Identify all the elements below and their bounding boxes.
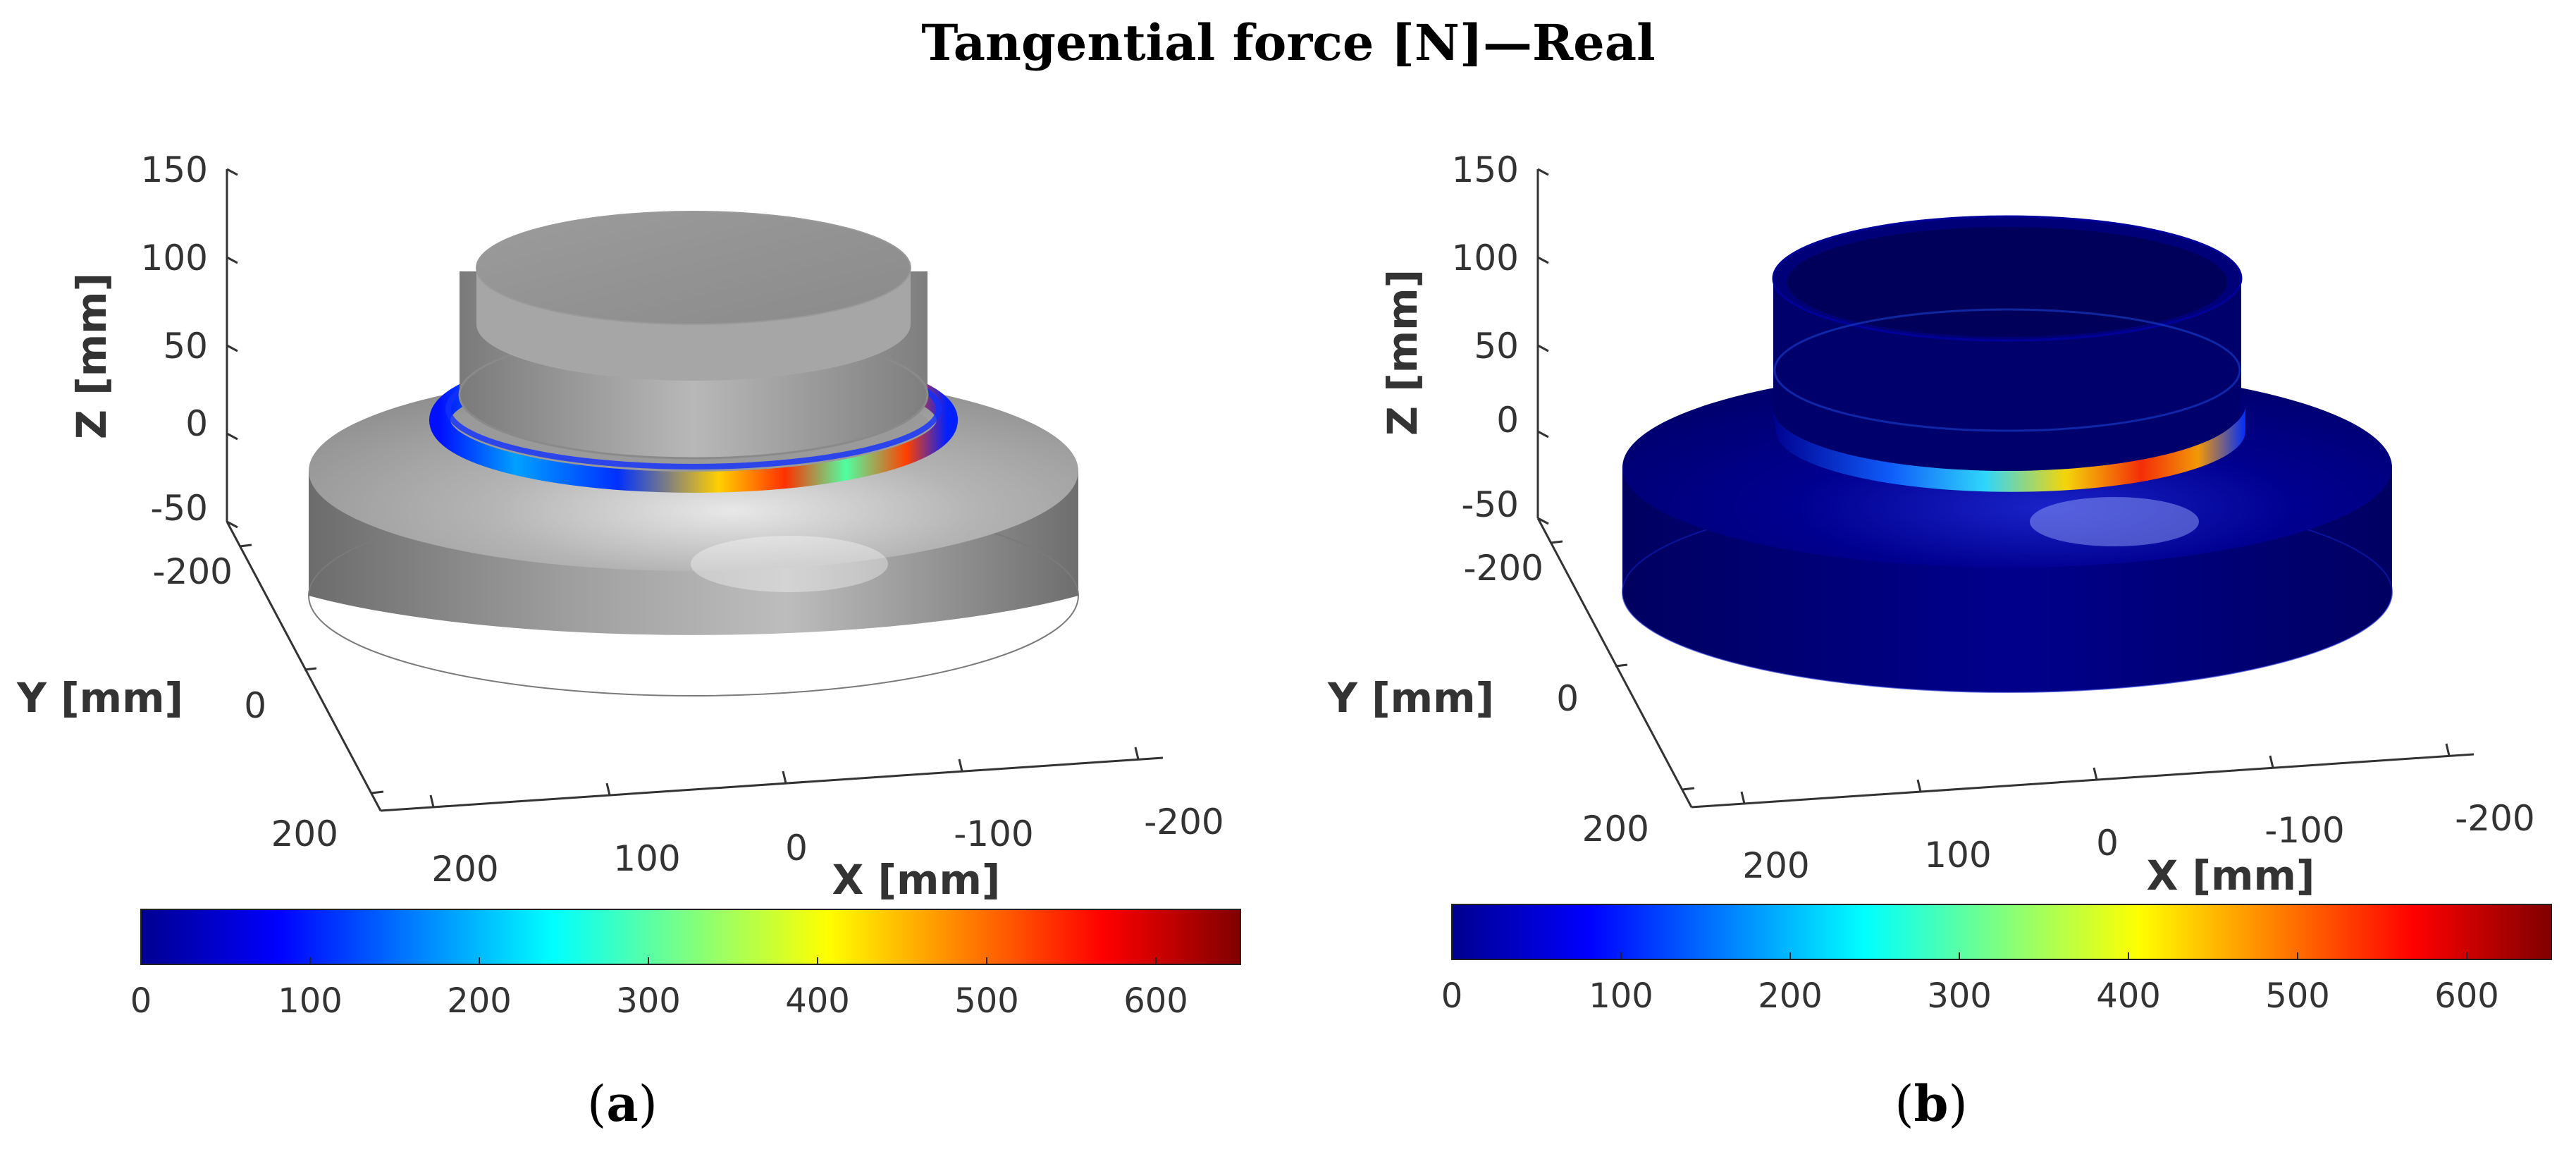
y-tick-label: -200 [1464,548,1543,589]
surface-b [1622,215,2393,693]
colorbar-tick-label: 300 [616,981,681,1021]
colorbar-tick-label: 100 [278,981,343,1021]
z-tick-label: 50 [1474,326,1519,367]
panel-b: 150 100 50 0 -50 -200 0 200 200 100 0 -1… [1327,149,2552,1133]
y-tick-mark [239,544,252,548]
z-tick-mark [226,520,238,529]
x-tick-label: 0 [2096,823,2119,864]
x-tick-mark [2269,755,2274,768]
x-tick-mark [782,771,787,784]
surface-a [308,211,1079,696]
z-tick-mark [1537,517,1549,525]
z-tick-label: 150 [1452,149,1519,190]
z-tick-label: -50 [1461,484,1519,525]
y-tick-label: 200 [271,814,338,854]
colorbar-tick-label: 500 [954,981,1019,1021]
x-tick-label: -200 [1144,802,1224,842]
y-tick-label: 0 [244,685,266,726]
x-tick-mark [1740,791,1746,804]
colorbar-b [1451,904,2552,960]
y-tick-mark [1615,663,1628,668]
z-tick-mark [226,168,238,176]
colorbar-tick-label: 500 [2265,976,2330,1016]
x-tick-mark [958,759,963,772]
y-tick-mark [371,790,384,794]
colorbar-tick-label: 600 [1123,981,1188,1021]
colorbar-tick-label: 200 [447,981,512,1021]
z-tick-label: 50 [163,326,208,367]
colorbar-tick-label: 600 [2434,976,2499,1016]
colorbar-tick-label: 200 [1758,976,1823,1016]
x-axis-label: X [mm] [832,856,1001,904]
y-tick-label: 200 [1582,809,1649,849]
y-tick-mark [304,667,317,671]
x-tick-mark [1134,747,1140,760]
figure-title: Tangential force [N]—Real [921,13,1655,72]
x-tick-label: -100 [954,814,1033,854]
z-tick-mark [1537,344,1549,352]
colorbar-tick-label: 0 [130,981,152,1021]
colorbar-tick-label: 100 [1589,976,1653,1016]
x-tick-label: 100 [613,838,680,879]
panel-label-b: (b) [1894,1074,1968,1133]
z-axis-label: Z [mm] [68,273,116,439]
force-band-b [1772,405,2245,492]
x-axis-line [380,756,1164,812]
panel-label-a: (a) [587,1074,658,1133]
z-tick-mark [1537,430,1549,438]
x-tick-label: -100 [2264,810,2344,851]
y-axis-line [1536,517,1693,808]
z-tick-label: 100 [1452,238,1519,278]
panel-a: 150 100 50 0 -50 -200 0 200 200 100 0 -1… [16,149,1241,1133]
x-tick-mark [429,794,435,808]
colorbar-b-ticks: 0 100 200 300 400 500 600 [1441,952,2499,1016]
x-tick-mark [1916,779,1922,792]
x-axis-label: X [mm] [2147,852,2315,900]
x-tick-mark [2093,767,2098,780]
x-tick-mark [605,782,611,796]
x-tick-label: 200 [1742,845,1809,886]
y-axis-line [226,521,382,811]
z-axis-label: Z [mm] [1379,269,1426,436]
z-tick-mark [226,344,238,352]
z-tick-mark [1537,168,1549,176]
z-tick-label: 0 [185,403,208,444]
x-tick-label: 0 [785,828,808,868]
y-tick-label: 0 [1556,678,1579,719]
colorbar-tick-label: 0 [1441,976,1463,1016]
x-tick-label: -200 [2455,798,2534,839]
colorbar-tick-label: 400 [785,981,850,1021]
y-tick-mark [1682,787,1695,791]
x-tick-mark [2445,743,2451,756]
colorbar-tick-label: 300 [1927,976,1992,1016]
x-axis-line [1691,753,2475,809]
colorbar-tick-label: 400 [2096,976,2161,1016]
z-tick-mark [226,256,238,264]
x-tick-label: 100 [1924,835,1991,876]
y-axis-label: Y [mm] [1327,674,1494,722]
y-tick-label: -200 [153,551,233,592]
colorbar-a-ticks: 0 100 200 300 400 500 600 [130,957,1188,1021]
z-tick-label: 150 [141,149,208,190]
colorbar-a [140,909,1241,965]
z-tick-label: 100 [141,238,208,278]
z-tick-label: 0 [1496,400,1519,441]
z-tick-mark [1537,256,1549,264]
z-tick-mark [226,432,238,441]
z-tick-label: -50 [150,488,208,529]
y-tick-mark [1550,540,1563,544]
x-tick-label: 200 [431,849,498,890]
y-axis-label: Y [mm] [16,674,183,722]
